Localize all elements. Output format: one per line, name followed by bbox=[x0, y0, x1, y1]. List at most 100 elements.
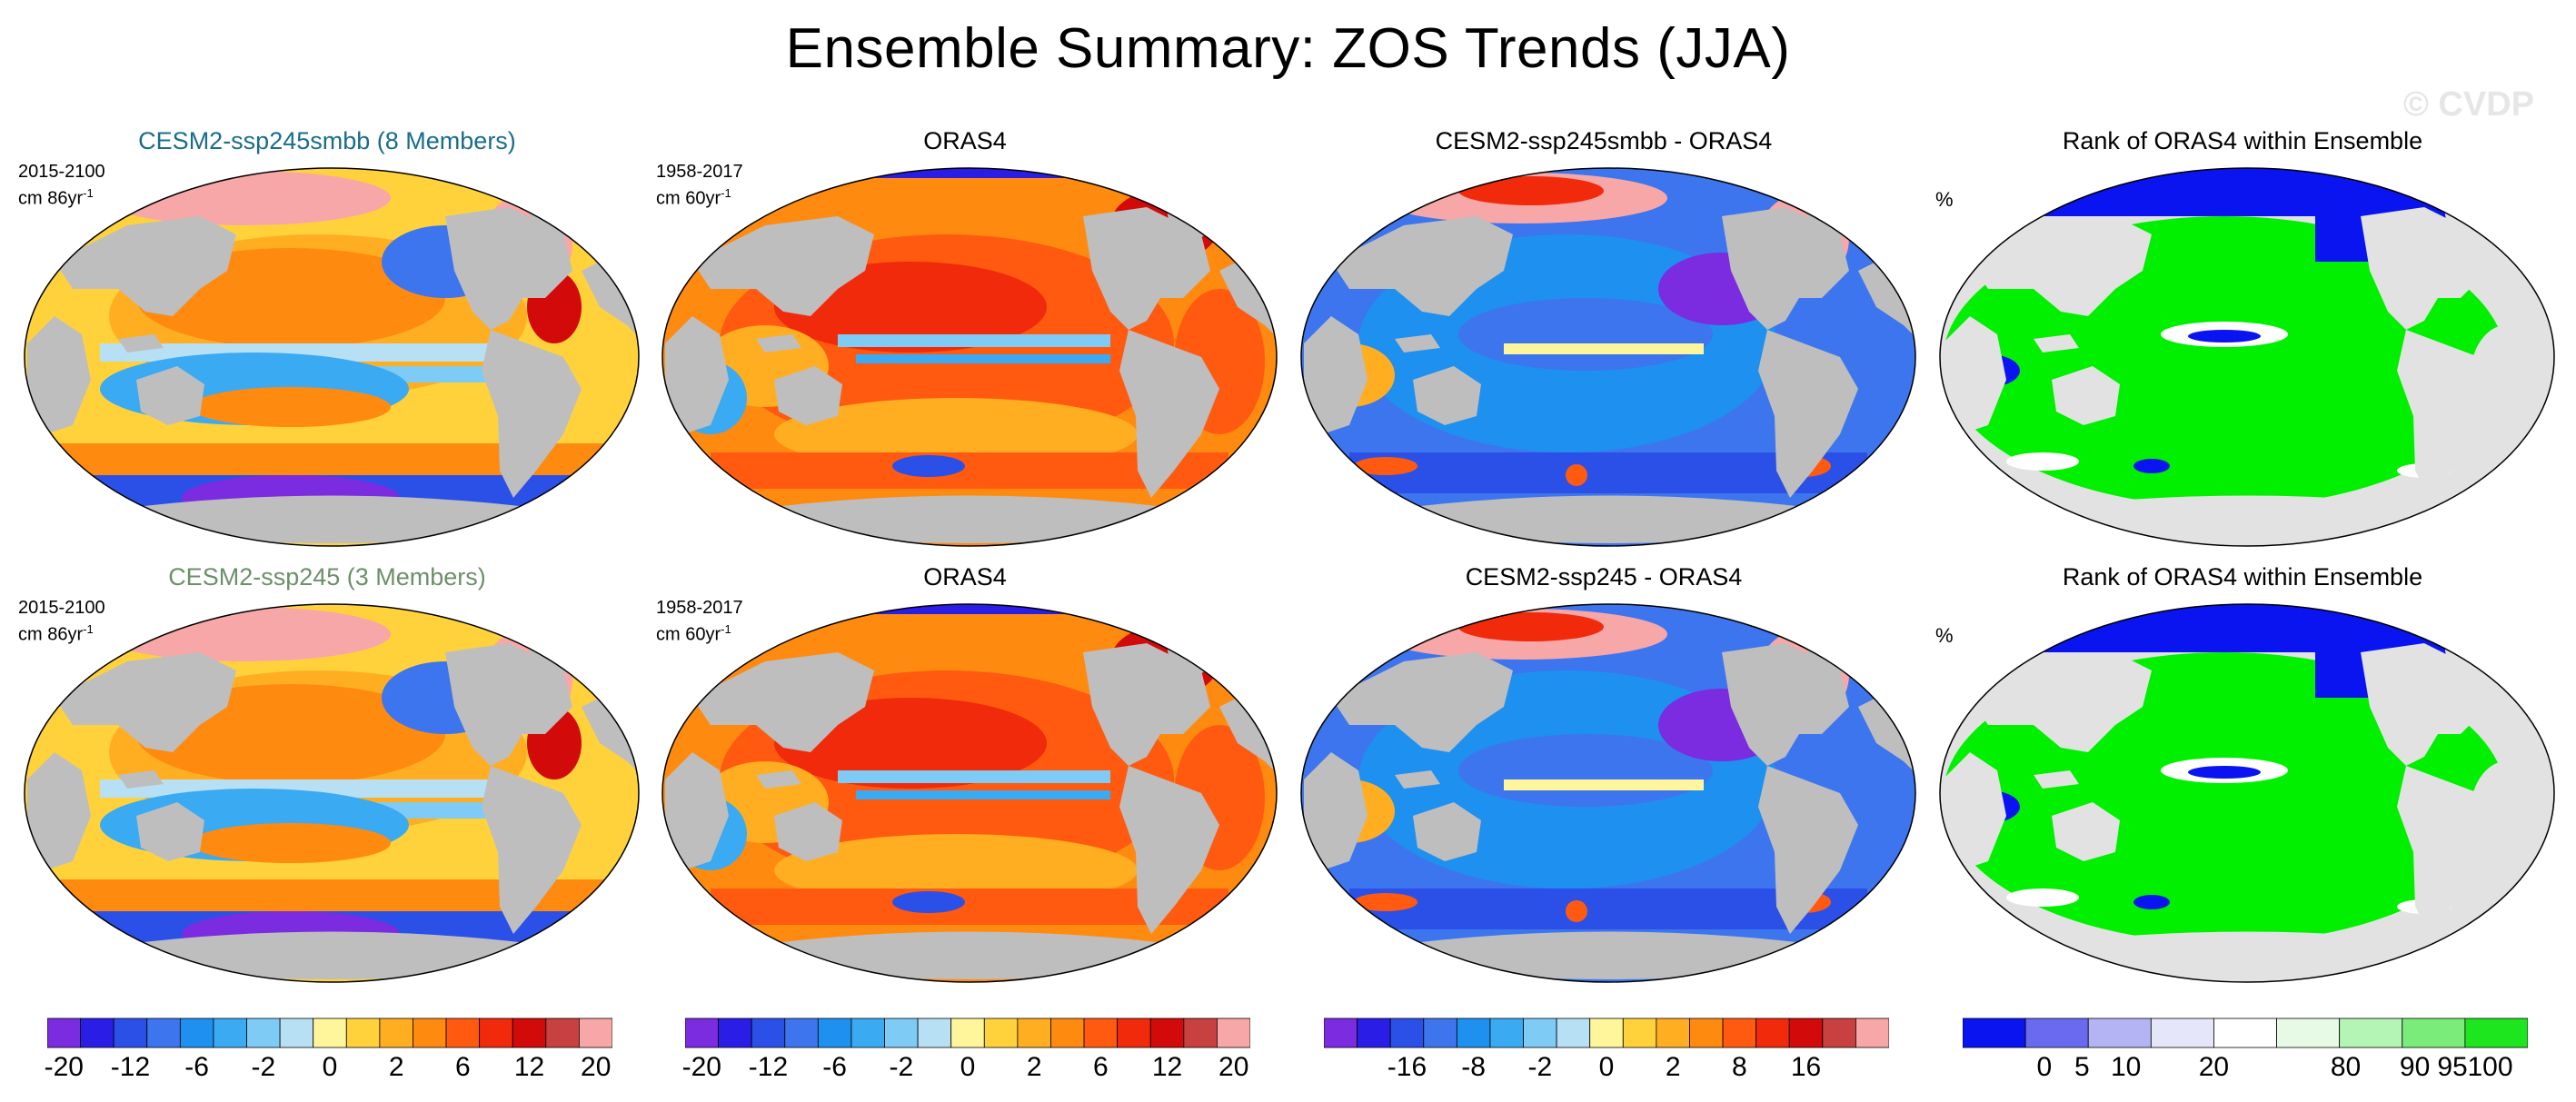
land-africa bbox=[27, 316, 91, 434]
colorbar-tick-label: 2 bbox=[388, 1052, 404, 1082]
land-australia bbox=[774, 366, 842, 425]
colorbar-swatch bbox=[179, 1018, 214, 1048]
land-north-america bbox=[445, 207, 572, 330]
colorbar-ticks-rank: 0 5 10 20 80 90 95 100 bbox=[1963, 1052, 2528, 1088]
colorbar-swatch bbox=[784, 1018, 819, 1048]
colorbar-swatch bbox=[817, 1018, 852, 1048]
colorbar-swatch bbox=[545, 1018, 580, 1048]
colorbar-swatch bbox=[1722, 1018, 1757, 1048]
land-maritime-continent bbox=[2034, 334, 2079, 352]
colorbar-swatch bbox=[1149, 1018, 1185, 1048]
colorbar-swatch bbox=[2402, 1018, 2466, 1048]
land-maritime-continent bbox=[756, 334, 801, 352]
land-south-america bbox=[482, 766, 582, 934]
units-text: cm 86yr-1 bbox=[18, 183, 105, 210]
panel-title: CESM2-ssp245smbb - ORAS4 bbox=[1435, 127, 1773, 154]
colorbar-swatch bbox=[1589, 1018, 1624, 1048]
colorbar-swatch bbox=[1689, 1018, 1724, 1048]
watermark: © CVDP bbox=[2402, 85, 2534, 124]
period-label: 1958-2017 cm 60yr-1 bbox=[656, 598, 743, 646]
colorbar-tick-label: 12 bbox=[1151, 1052, 1183, 1082]
colorbar-trend-model bbox=[47, 1018, 612, 1048]
panel-title: CESM2-ssp245 (3 Members) bbox=[168, 563, 486, 591]
colorbar-swatch bbox=[685, 1018, 719, 1048]
colorbar-ticks-diff: -16 -8 -2 0 2 8 16 bbox=[1324, 1052, 1889, 1088]
colorbar-swatch bbox=[279, 1018, 314, 1048]
colorbar-swatch bbox=[512, 1018, 547, 1048]
colorbar-swatch bbox=[1788, 1018, 1824, 1048]
colorbar-tick-label: -20 bbox=[44, 1052, 84, 1082]
colorbar-swatch bbox=[1855, 1018, 1889, 1048]
colorbar-swatch bbox=[2087, 1018, 2152, 1048]
colorbar-tick-label: 80 bbox=[2330, 1052, 2362, 1082]
map-outline bbox=[1939, 603, 2555, 983]
land-maritime-continent bbox=[1395, 770, 1440, 789]
colorbar-swatch bbox=[2464, 1018, 2528, 1048]
land-south-america bbox=[2397, 766, 2497, 934]
colorbar-tick-label: -16 bbox=[1387, 1052, 1427, 1082]
land-north-america bbox=[1083, 643, 1210, 766]
map-obs-trend bbox=[661, 603, 1278, 983]
colorbar-tick-label: -20 bbox=[681, 1052, 721, 1082]
land-asia bbox=[1331, 216, 1513, 316]
land-africa bbox=[27, 752, 91, 870]
colorbar-swatch bbox=[213, 1018, 247, 1048]
land-south-america bbox=[1758, 330, 1858, 498]
units-value: cm 86yr bbox=[18, 188, 84, 209]
colorbar-tick-label: -6 bbox=[822, 1052, 847, 1082]
map-rank bbox=[1939, 167, 2555, 547]
colorbar-swatch bbox=[1389, 1018, 1425, 1048]
map-outline bbox=[661, 603, 1278, 983]
panel-row2-obs: ORAS4 1958-2017 cm 60yr-1 bbox=[647, 563, 1283, 990]
land-africa bbox=[1304, 316, 1368, 434]
colorbar-swatch bbox=[246, 1018, 281, 1048]
map-model-trend bbox=[24, 603, 640, 983]
map-outline bbox=[24, 167, 640, 547]
panel-row2-model: CESM2-ssp245 (3 Members) 2015-2100 cm 86… bbox=[9, 563, 645, 990]
colorbar-swatch bbox=[1117, 1018, 1151, 1048]
colorbar-tick-label: 20 bbox=[581, 1052, 612, 1082]
colorbar-swatch bbox=[1083, 1018, 1119, 1048]
units-exponent: -1 bbox=[721, 186, 731, 200]
colorbar-swatch bbox=[579, 1018, 612, 1048]
land-asia bbox=[1970, 652, 2152, 752]
colorbar-tick-label: -2 bbox=[251, 1052, 276, 1082]
land-south-america bbox=[1758, 766, 1858, 934]
colorbar-swatch bbox=[950, 1018, 985, 1048]
colorbar-swatch bbox=[479, 1018, 513, 1048]
colorbar-swatch bbox=[379, 1018, 413, 1048]
land-asia bbox=[1970, 216, 2152, 316]
colorbar-swatch bbox=[1357, 1018, 1391, 1048]
colorbar-swatch bbox=[113, 1018, 148, 1048]
colorbar-swatch bbox=[313, 1018, 347, 1048]
map-rank bbox=[1939, 603, 2555, 983]
map-diff bbox=[1300, 603, 1916, 983]
map-model-trend bbox=[24, 167, 640, 547]
land-australia bbox=[1413, 802, 1481, 861]
colorbar-swatch bbox=[1324, 1018, 1358, 1048]
land-maritime-continent bbox=[756, 770, 801, 789]
period-text: 1958-2017 bbox=[656, 162, 743, 182]
colorbar-tick-label: 16 bbox=[1790, 1052, 1822, 1082]
land-asia bbox=[692, 216, 874, 316]
colorbar-tick-label: 20 bbox=[1218, 1052, 1249, 1082]
land-australia bbox=[2052, 802, 2120, 861]
map-outline bbox=[1300, 603, 1916, 983]
map-obs-trend bbox=[661, 167, 1278, 547]
colorbar-tick-label: 2 bbox=[1665, 1052, 1681, 1082]
colorbar-swatch bbox=[146, 1018, 181, 1048]
colorbar-tick-label: 0 bbox=[322, 1052, 338, 1082]
colorbar-swatch bbox=[884, 1018, 919, 1048]
land-north-america bbox=[2361, 643, 2488, 766]
units-exponent: -1 bbox=[83, 622, 94, 636]
colorbar-swatch bbox=[917, 1018, 952, 1048]
colorbar-diff bbox=[1324, 1018, 1889, 1048]
colorbar-swatch bbox=[1963, 1018, 2026, 1048]
land-south-america bbox=[2397, 330, 2497, 498]
colorbar-swatch bbox=[1456, 1018, 1491, 1048]
land-north-america bbox=[1722, 207, 1849, 330]
land-mask bbox=[1943, 194, 2554, 543]
panel-title: Rank of ORAS4 within Ensemble bbox=[2062, 563, 2423, 591]
panel-title: ORAS4 bbox=[923, 127, 1007, 154]
colorbar-swatch bbox=[1489, 1018, 1524, 1048]
